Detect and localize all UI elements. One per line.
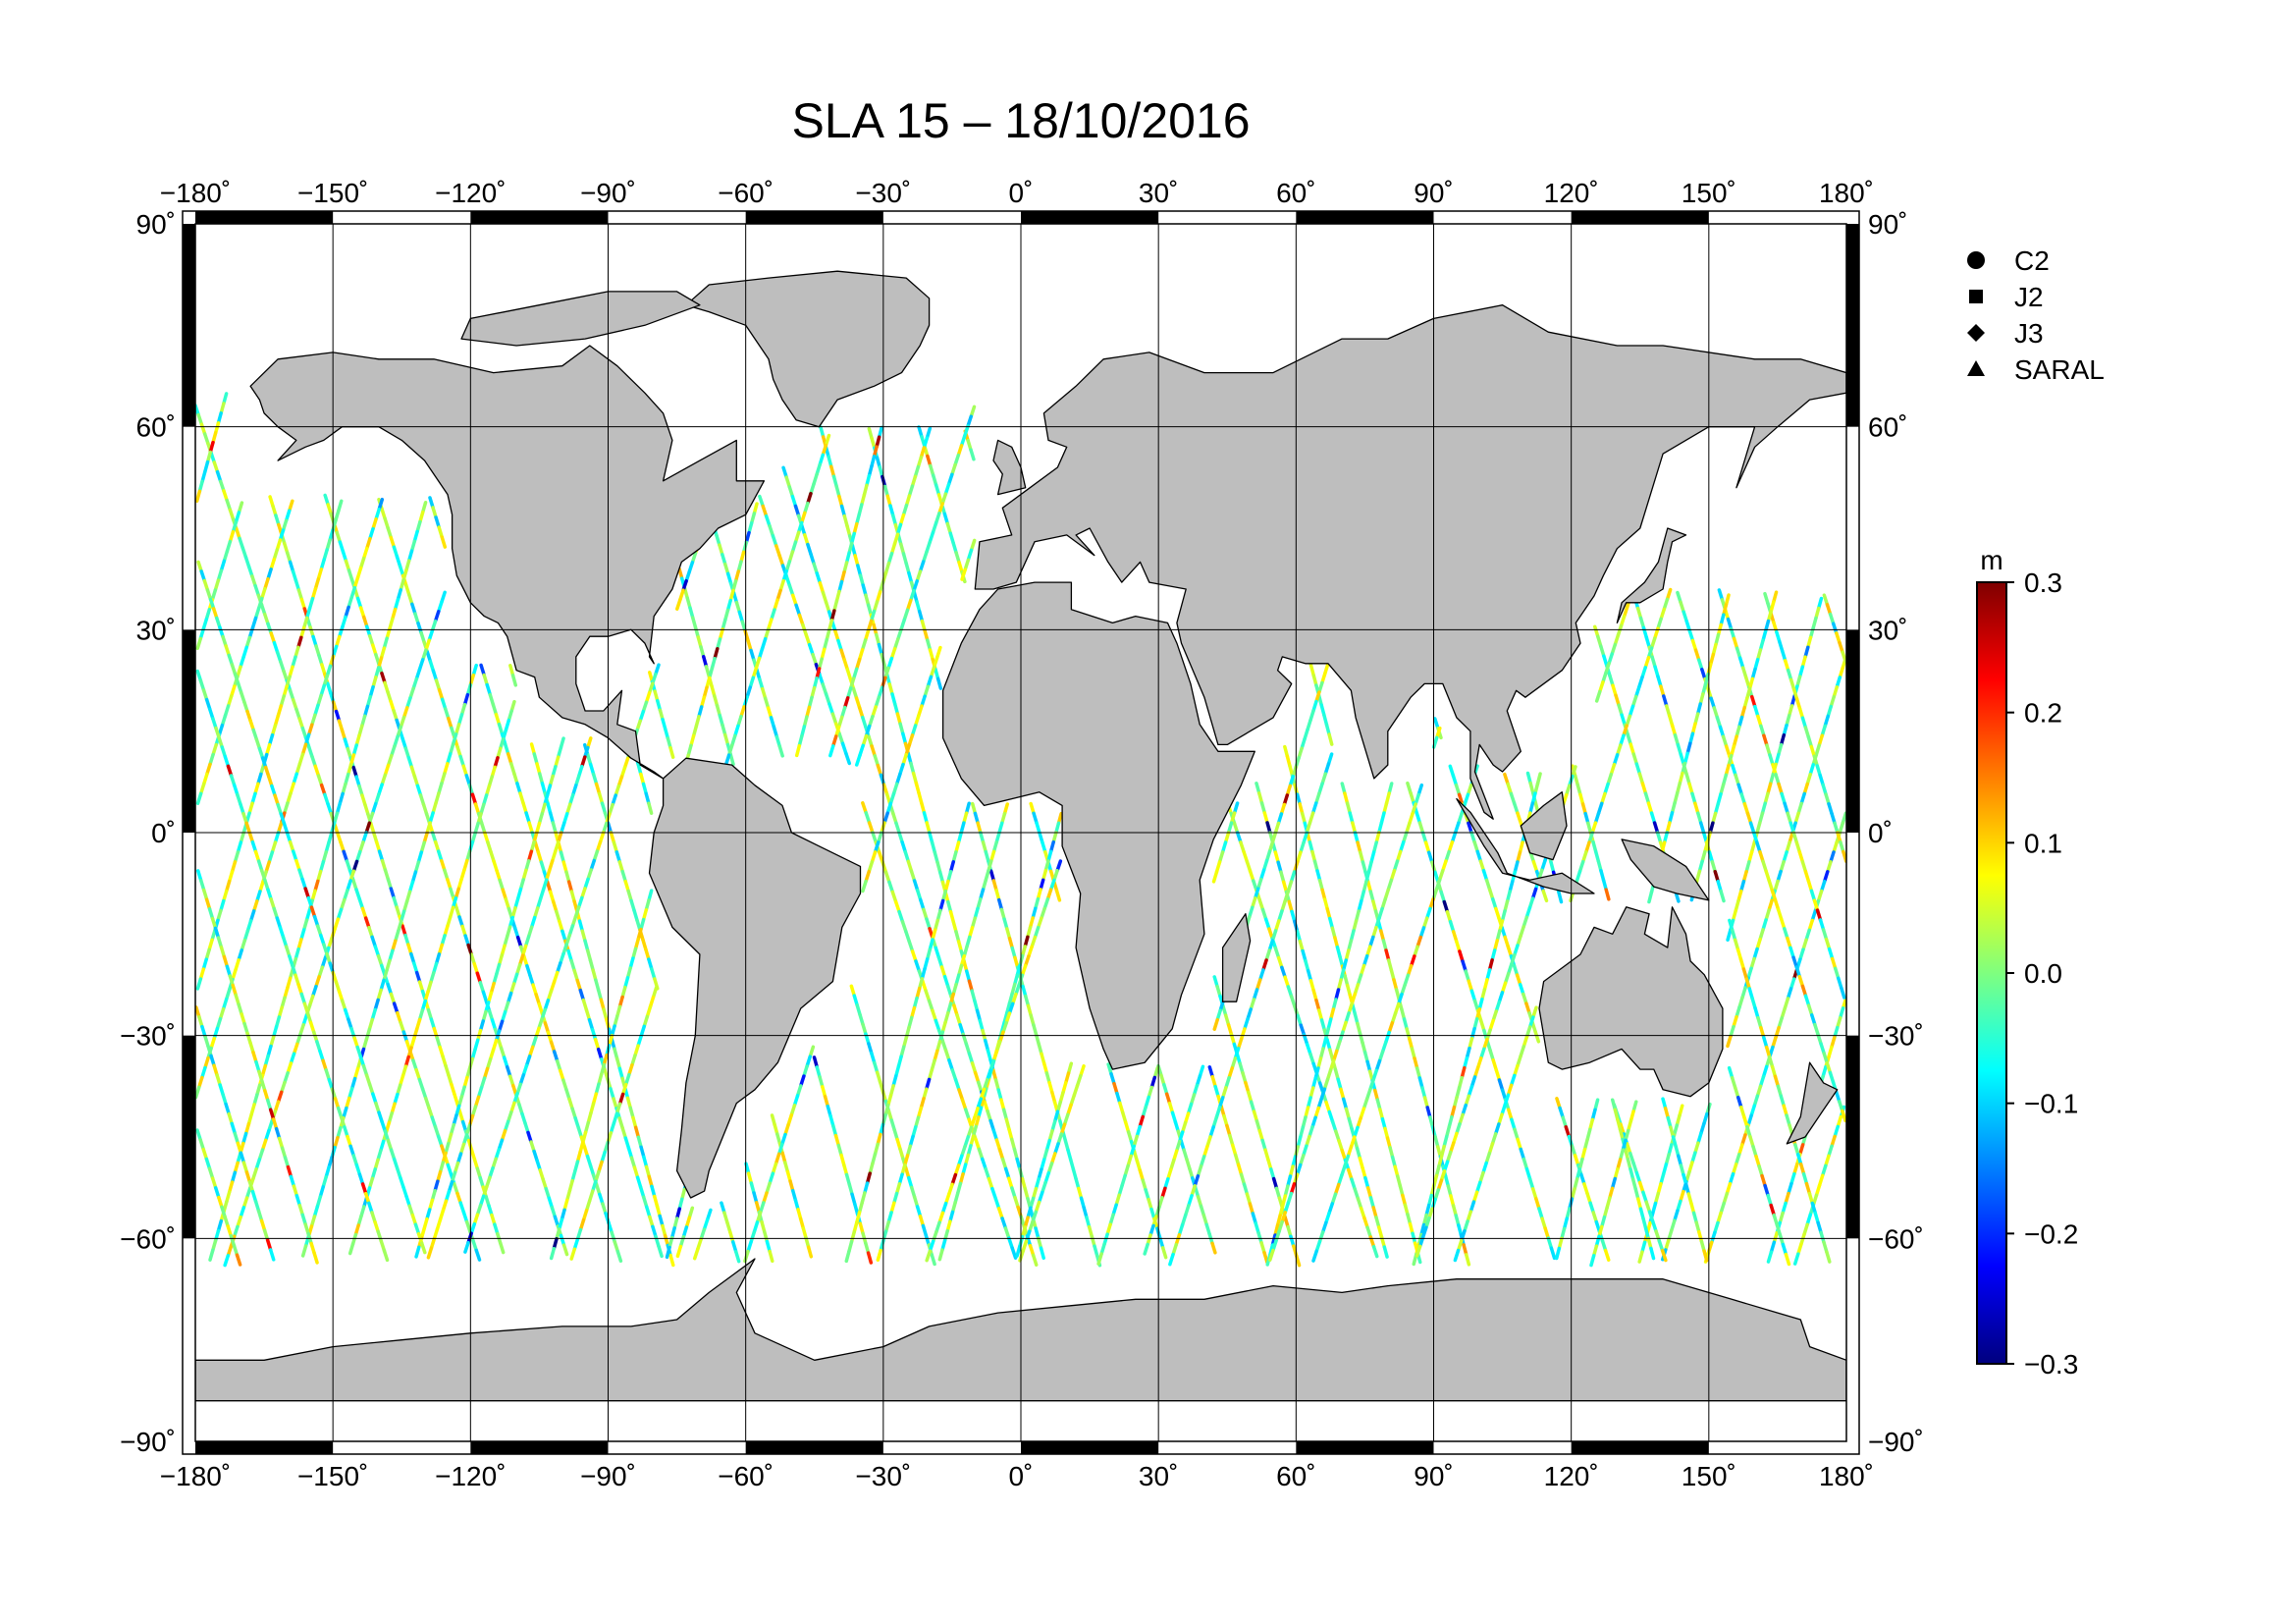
lat-tick-label-right: 90˚: [1868, 209, 1907, 240]
land-south-america: [648, 757, 862, 1199]
lon-tick-label-top: −60˚: [718, 178, 774, 208]
legend-triangle-icon: [1967, 360, 1985, 376]
lat-tick-label-left: −90˚: [120, 1427, 176, 1457]
lon-tick-label-top: −30˚: [855, 178, 911, 208]
frame-segment: [1296, 1441, 1434, 1454]
lat-tick-label-right: −90˚: [1868, 1427, 1924, 1457]
lon-tick-label-top: 150˚: [1682, 178, 1736, 208]
land-uk: [992, 439, 1027, 496]
colorbar-tick-label: 0.0: [2024, 958, 2062, 989]
tick-labels: −180˚ −180˚ −150˚ −150˚ −120˚ −120˚ −90˚ −90˚ −6…: [120, 178, 1924, 1491]
lat-tick-label-right: 0˚: [1868, 818, 1893, 848]
colorbar-tick-label: 0.2: [2024, 698, 2062, 729]
lon-tick-label-bottom: −30˚: [855, 1461, 911, 1491]
frame-segment: [1846, 224, 1859, 427]
frame-segment: [183, 224, 195, 427]
lon-tick-label-bottom: 150˚: [1682, 1461, 1736, 1491]
legend-label: J2: [2014, 282, 2044, 312]
legend-label: J3: [2014, 318, 2044, 349]
lon-tick-label-top: −120˚: [435, 178, 506, 208]
legend-circle-icon: [1967, 251, 1985, 269]
lon-tick-label-bottom: 30˚: [1139, 1461, 1178, 1491]
lon-tick-label-bottom: −150˚: [297, 1461, 368, 1491]
frame-segment: [470, 211, 609, 224]
colorbar-unit: m: [1980, 545, 2002, 575]
land-arctic-islands: [460, 291, 701, 347]
lon-tick-label-bottom: 60˚: [1276, 1461, 1315, 1491]
lon-tick-label-top: −180˚: [160, 178, 231, 208]
lon-tick-label-bottom: 0˚: [1009, 1461, 1034, 1491]
map-frame: [182, 210, 1860, 1455]
lat-tick-label-right: −60˚: [1868, 1223, 1924, 1254]
frame-segment: [1571, 1441, 1709, 1454]
lon-tick-label-bottom: −90˚: [580, 1461, 636, 1491]
colorbar-tick-label: 0.3: [2024, 568, 2062, 598]
lon-tick-label-top: 30˚: [1139, 178, 1178, 208]
colorbar-tick-label: −0.2: [2024, 1218, 2078, 1249]
colorbar-tick-label: −0.3: [2024, 1349, 2078, 1380]
legend-diamond-icon: [1967, 324, 1985, 342]
lon-tick-label-bottom: −120˚: [435, 1461, 506, 1491]
frame-segment: [183, 1035, 195, 1239]
legend-label: C2: [2014, 245, 2050, 276]
lat-tick-label-right: 30˚: [1868, 615, 1907, 645]
map-panel: −180˚ −180˚ −150˚ −150˚ −120˚ −120˚ −90˚ −90˚ −6…: [120, 178, 1924, 1491]
lon-tick-label-bottom: −60˚: [718, 1461, 774, 1491]
legend-label: SARAL: [2014, 354, 2105, 385]
lon-tick-label-bottom: 180˚: [1819, 1461, 1874, 1491]
lon-tick-label-top: 60˚: [1276, 178, 1315, 208]
land-new-guinea: [1621, 839, 1710, 901]
frame-segment: [195, 211, 334, 224]
lat-tick-label-right: 60˚: [1868, 412, 1907, 443]
lat-tick-label-left: −30˚: [120, 1021, 176, 1052]
lat-tick-label-left: 90˚: [136, 209, 176, 240]
land-eurasia: [974, 304, 1846, 820]
land-madagascar: [1221, 913, 1252, 1002]
land-australia: [1538, 906, 1724, 1098]
lon-tick-label-top: −90˚: [580, 178, 636, 208]
frame-segment: [1021, 1441, 1159, 1454]
land-greenland: [685, 270, 931, 428]
frame-segment: [745, 211, 883, 224]
lon-tick-label-top: 90˚: [1414, 178, 1453, 208]
frame-segment: [1846, 629, 1859, 833]
land-borneo: [1520, 791, 1568, 861]
lat-tick-label-right: −30˚: [1868, 1021, 1924, 1052]
land-new-zealand: [1786, 1061, 1839, 1145]
lon-tick-label-bottom: 120˚: [1544, 1461, 1599, 1491]
colorbar-tick-label: −0.1: [2024, 1089, 2078, 1119]
legend-square-icon: [1969, 290, 1983, 303]
land-indonesia: [1456, 797, 1595, 894]
frame-segment: [1846, 1035, 1859, 1239]
lon-tick-label-bottom: −180˚: [160, 1461, 231, 1491]
lat-tick-label-left: −60˚: [120, 1223, 176, 1254]
lon-tick-label-top: 180˚: [1819, 178, 1874, 208]
lat-tick-label-left: 0˚: [151, 818, 176, 848]
lon-tick-label-top: 0˚: [1009, 178, 1034, 208]
lat-tick-label-left: 60˚: [136, 412, 176, 443]
frame-segment: [195, 1441, 334, 1454]
frame-segment: [745, 1441, 883, 1454]
colorbar-tick-label: 0.1: [2024, 828, 2062, 858]
frame-segment: [1571, 211, 1709, 224]
lon-tick-label-top: −150˚: [297, 178, 368, 208]
colorbar: m 0.3 0.2 0.1 0.0 −0.1 −0.2 −0.3: [1976, 545, 2078, 1380]
satellite-legend: C2 J2 J3 SARAL: [1967, 245, 2105, 385]
land-japan: [1616, 527, 1687, 624]
frame-segment: [1021, 211, 1159, 224]
map-title: SLA 15 – 18/10/2016: [791, 93, 1250, 148]
frame-segment: [183, 629, 195, 833]
lon-tick-label-top: 120˚: [1544, 178, 1599, 208]
land-north-america: [249, 345, 766, 780]
lat-tick-label-left: 30˚: [136, 615, 176, 645]
frame-segment: [470, 1441, 609, 1454]
colorbar-ramp: [1976, 581, 2007, 1365]
satellite-tracks: [195, 392, 1846, 1268]
lon-tick-label-bottom: 90˚: [1414, 1461, 1453, 1491]
frame-segment: [1296, 211, 1434, 224]
